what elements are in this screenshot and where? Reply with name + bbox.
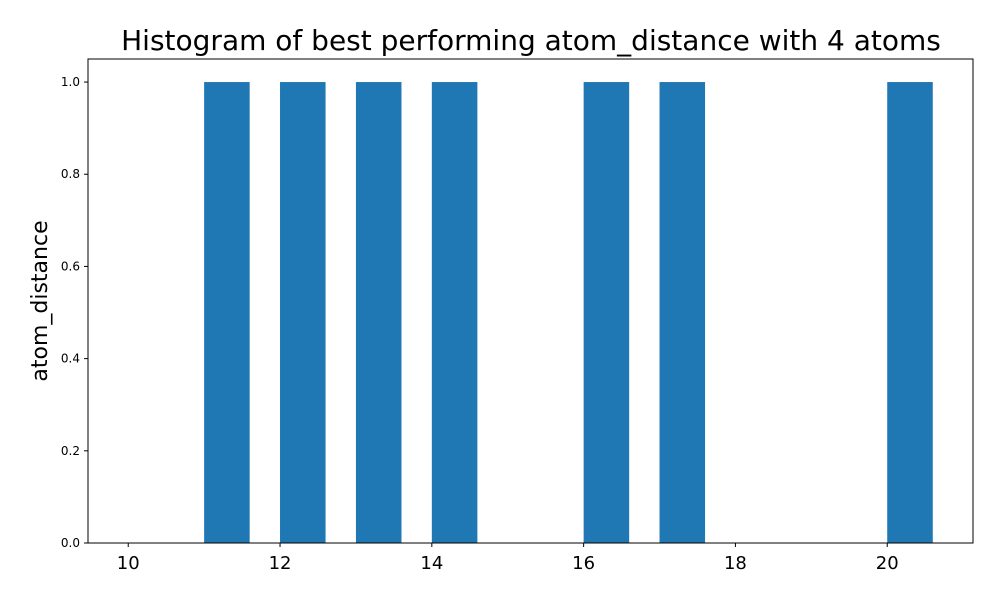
x-tick-label: 14 xyxy=(420,553,443,574)
bar xyxy=(280,82,326,544)
bar xyxy=(659,82,706,544)
y-tick-label: 0.0 xyxy=(61,536,80,550)
bar-series xyxy=(204,82,933,544)
x-tick-label: 10 xyxy=(117,553,140,574)
y-tick-label: 0.4 xyxy=(61,352,80,366)
y-axis: 0.0 0.2 0.4 0.6 0.8 1.0 xyxy=(61,75,88,550)
bar xyxy=(887,82,933,544)
x-axis: 10 12 14 16 18 20 xyxy=(117,543,899,574)
bar xyxy=(355,82,402,544)
plot-frame xyxy=(87,58,974,544)
bar xyxy=(204,82,250,544)
x-tick-label: 12 xyxy=(269,553,292,574)
x-tick-label: 20 xyxy=(876,553,899,574)
y-tick-label: 0.2 xyxy=(61,444,80,458)
y-tick-label: 0.8 xyxy=(61,167,80,181)
bar xyxy=(583,82,630,544)
y-tick-label: 0.6 xyxy=(61,259,80,273)
y-axis-label: atom_distance xyxy=(28,220,53,381)
y-tick-label: 1.0 xyxy=(61,75,80,89)
x-tick-label: 16 xyxy=(572,553,595,574)
bar xyxy=(431,82,478,544)
chart-title: Histogram of best performing atom_distan… xyxy=(121,24,941,57)
x-tick-label: 18 xyxy=(724,553,747,574)
